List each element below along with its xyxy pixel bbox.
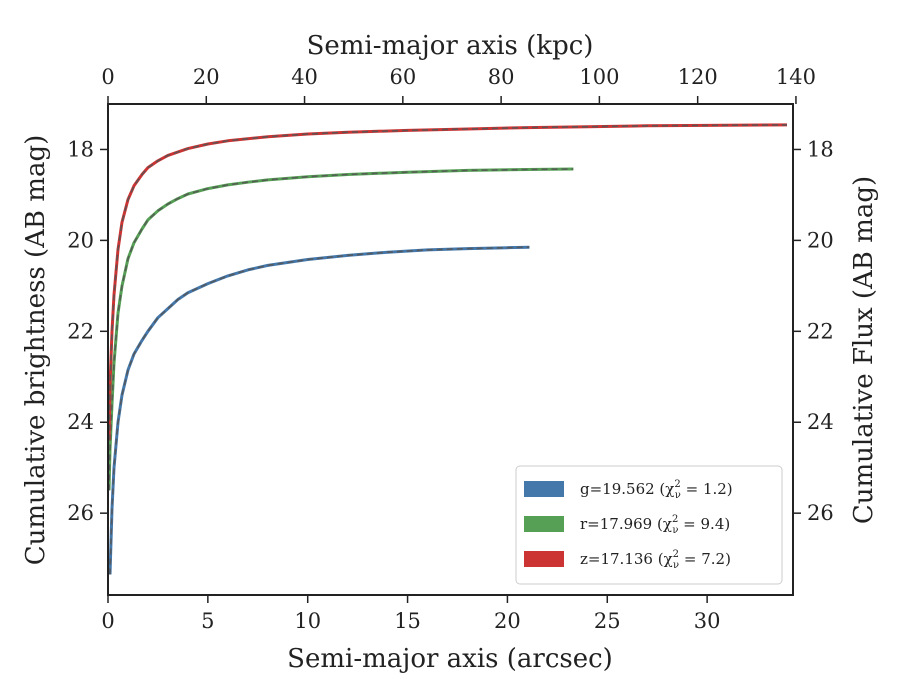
legend-text: r=17.969 (χ [580,515,672,533]
x2-tick-label: 120 [678,65,718,89]
x2-tick-label: 100 [579,65,619,89]
y-tick-label: 18 [67,137,94,161]
x2-tick-label: 60 [389,65,416,89]
y2-axis-label: Cumulative Flux (AB mag) [849,176,879,524]
y-tick-label: 24 [67,410,94,434]
x-tick-label: 20 [494,609,521,633]
legend-tail: = 1.2) [681,480,733,498]
y-tick-label: 20 [67,228,94,252]
x2-tick-label: 80 [488,65,515,89]
y-tick-label: 26 [67,501,94,525]
x-tick-label: 5 [201,609,214,633]
legend-label-z: z=17.136 (χ2 ν = 7.2) [580,549,731,571]
x2-tick-label: 20 [193,65,220,89]
legend-sup: 2 [674,479,680,490]
x-tick-label: 15 [394,609,421,633]
plot-area [107,123,788,575]
series-model-line-z [108,124,788,441]
legend-label-r: r=17.969 (χ2 ν = 9.4) [580,514,730,536]
x2-tick-label: 40 [291,65,318,89]
y2-tick-label: 20 [807,228,834,252]
x-tick-label: 25 [594,609,621,633]
legend: g=19.562 (χ2 ν = 1.2)r=17.969 (χ2 ν = 9.4)… [515,465,783,585]
y2-tick-label: 24 [807,410,834,434]
x-tick-label: 10 [294,609,321,633]
series-line-r [107,167,574,491]
x-tick-label: 30 [694,609,721,633]
y-axis-label: Cumulative brightness (AB mag) [21,135,51,566]
legend-text: z=17.136 (χ [580,550,673,568]
legend-swatch-z [524,551,564,567]
legend-swatch-r [524,516,564,532]
legend-sup: 2 [673,549,679,560]
y2-tick-label: 26 [807,501,834,525]
legend-box [515,465,783,585]
legend-tail: = 7.2) [679,550,731,568]
legend-swatch-g [524,481,564,497]
x2-tick-label: 0 [101,65,114,89]
series-model-line-g [109,246,530,575]
y2-tick-label: 22 [807,319,834,343]
x2-tick-label: 140 [776,65,816,89]
legend-sub: ν [675,490,681,501]
legend-sub: ν [672,525,678,536]
legend-text: g=19.562 (χ [580,480,674,498]
y2-tick-label: 18 [807,137,834,161]
legend-tail: = 9.4) [678,515,730,533]
series-model-line-r [108,168,574,491]
legend-sup: 2 [672,514,678,525]
y-tick-label: 22 [67,319,94,343]
legend-label-g: g=19.562 (χ2 ν = 1.2) [580,479,733,501]
legend-sub: ν [673,560,679,571]
x2-axis-label: Semi-major axis (kpc) [307,31,594,61]
plot-frame [107,103,794,596]
x-tick-label: 0 [101,609,114,633]
x-axis-label: Semi-major axis (arcsec) [287,644,613,674]
series-line-g [108,245,530,575]
